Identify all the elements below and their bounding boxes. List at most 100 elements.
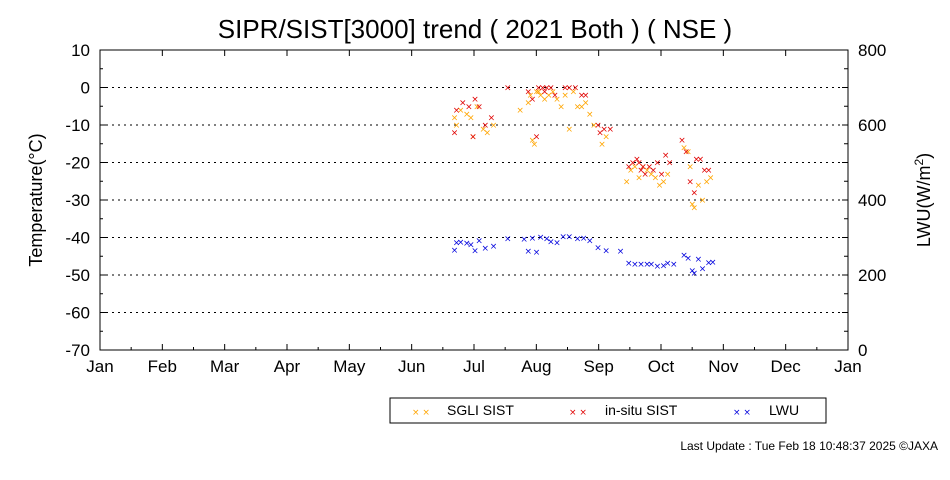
data-point: ×	[643, 260, 651, 270]
data-point: ×	[602, 247, 610, 257]
data-point: ×	[561, 91, 569, 101]
data-point: ×	[598, 140, 606, 150]
data-point: ×	[574, 235, 582, 245]
data-point: ×	[703, 177, 711, 187]
data-point: ×	[533, 248, 541, 258]
data-point: ×	[654, 262, 662, 272]
data-point: ×	[660, 262, 668, 272]
last-update-footer: Last Update : Tue Feb 18 10:48:37 2025 ©…	[680, 439, 938, 453]
x-tick-label: Oct	[648, 357, 675, 376]
data-point: ×	[680, 144, 688, 154]
data-point: ×	[469, 132, 477, 142]
data-point: ×	[520, 235, 528, 245]
data-point: ×	[543, 84, 551, 94]
x-tick-label: May	[333, 357, 366, 376]
y2-tick-label: 800	[858, 41, 886, 60]
data-point: ×	[705, 166, 713, 176]
data-point: ×	[631, 162, 639, 172]
x-tick-label: Nov	[708, 357, 739, 376]
x-tick-label: Jun	[398, 357, 425, 376]
data-point: ×	[529, 95, 537, 105]
data-point: ×	[709, 258, 717, 268]
data-point: ×	[586, 237, 594, 247]
data-point: ×	[629, 159, 637, 169]
data-point: ×	[645, 162, 653, 172]
y-axis-label: Temperature(°C)	[26, 133, 46, 266]
data-points: ××××××××××××××××××××××××××××××××××××××××…	[451, 84, 717, 280]
data-point: ×	[553, 95, 561, 105]
data-point: ×	[561, 84, 569, 94]
data-point: ×	[551, 91, 559, 101]
data-point: ×	[695, 181, 703, 191]
x-tick-label: Apr	[274, 357, 301, 376]
data-point: ×	[639, 162, 647, 172]
data-point: ×	[451, 246, 459, 256]
data-point: ×	[453, 121, 461, 131]
data-point: ×	[549, 87, 557, 97]
data-point: ×	[686, 162, 694, 172]
data-point: ×	[684, 147, 692, 157]
data-point: ×	[578, 102, 586, 112]
x-tick-label: Jan	[834, 357, 861, 376]
data-point: ×	[582, 91, 590, 101]
data-point: ×	[637, 260, 645, 270]
data-point: ×	[639, 162, 647, 172]
data-point: ×	[680, 251, 688, 261]
data-point: ×	[617, 247, 625, 257]
data-point: ×	[467, 240, 475, 250]
y-tick-label: -30	[65, 191, 90, 210]
data-point: ×	[578, 91, 586, 101]
data-point: ×	[547, 84, 555, 94]
data-point: ×	[635, 159, 643, 169]
data-point: ×	[504, 234, 512, 244]
data-point: ×	[453, 106, 461, 116]
x-tick-label: Aug	[521, 357, 551, 376]
data-point: ×	[650, 166, 658, 176]
data-point: ×	[533, 87, 541, 97]
legend-marker-sgli: × ×	[412, 408, 430, 418]
data-point: ×	[600, 125, 608, 135]
data-point: ×	[643, 166, 651, 176]
data-point: ×	[525, 247, 533, 257]
data-point: ×	[670, 260, 678, 270]
data-point: ×	[469, 132, 477, 142]
data-point: ×	[699, 265, 707, 275]
data-point: ×	[527, 91, 535, 101]
x-tick-label: Mar	[210, 357, 240, 376]
data-point: ×	[607, 125, 615, 135]
legend: × × SGLI SIST × × in-situ SIST × × LWU	[389, 397, 827, 424]
data-point: ×	[529, 136, 537, 146]
data-point: ×	[688, 200, 696, 210]
data-point: ×	[537, 91, 545, 101]
data-point: ×	[594, 121, 602, 131]
data-point: ×	[471, 247, 479, 257]
data-point: ×	[625, 162, 633, 172]
data-point: ×	[504, 84, 512, 94]
data-point: ×	[625, 259, 633, 269]
data-point: ×	[484, 129, 492, 139]
data-point: ×	[457, 238, 465, 248]
y2-axis-label-sup: 2	[912, 159, 926, 166]
data-point: ×	[557, 102, 565, 112]
data-point: ×	[654, 159, 662, 169]
y2-tick-label: 200	[858, 266, 886, 285]
data-point: ×	[594, 244, 602, 254]
x-axis: Jan Feb Mar Apr May Jun Jul Aug Sep Oct Nov Dec Jan	[86, 50, 862, 376]
data-point: ×	[479, 125, 487, 135]
data-point: ×	[701, 166, 709, 176]
data-point: ×	[684, 254, 692, 264]
x-tick-label: Jan	[86, 357, 113, 376]
data-point: ×	[707, 174, 715, 184]
legend-label-sgli: SGLI SIST	[447, 402, 514, 418]
data-point: ×	[678, 136, 686, 146]
legend-marker-insitu: × ×	[569, 408, 587, 418]
data-point: ×	[566, 125, 574, 135]
y-tick-label: -40	[65, 229, 90, 248]
data-point: ×	[602, 132, 610, 142]
data-point: ×	[553, 238, 561, 248]
y-tick-label: 0	[81, 79, 90, 98]
y-tick-label: -60	[65, 304, 90, 323]
data-point: ×	[666, 159, 674, 169]
data-point: ×	[490, 242, 498, 252]
data-point: ×	[637, 166, 645, 176]
